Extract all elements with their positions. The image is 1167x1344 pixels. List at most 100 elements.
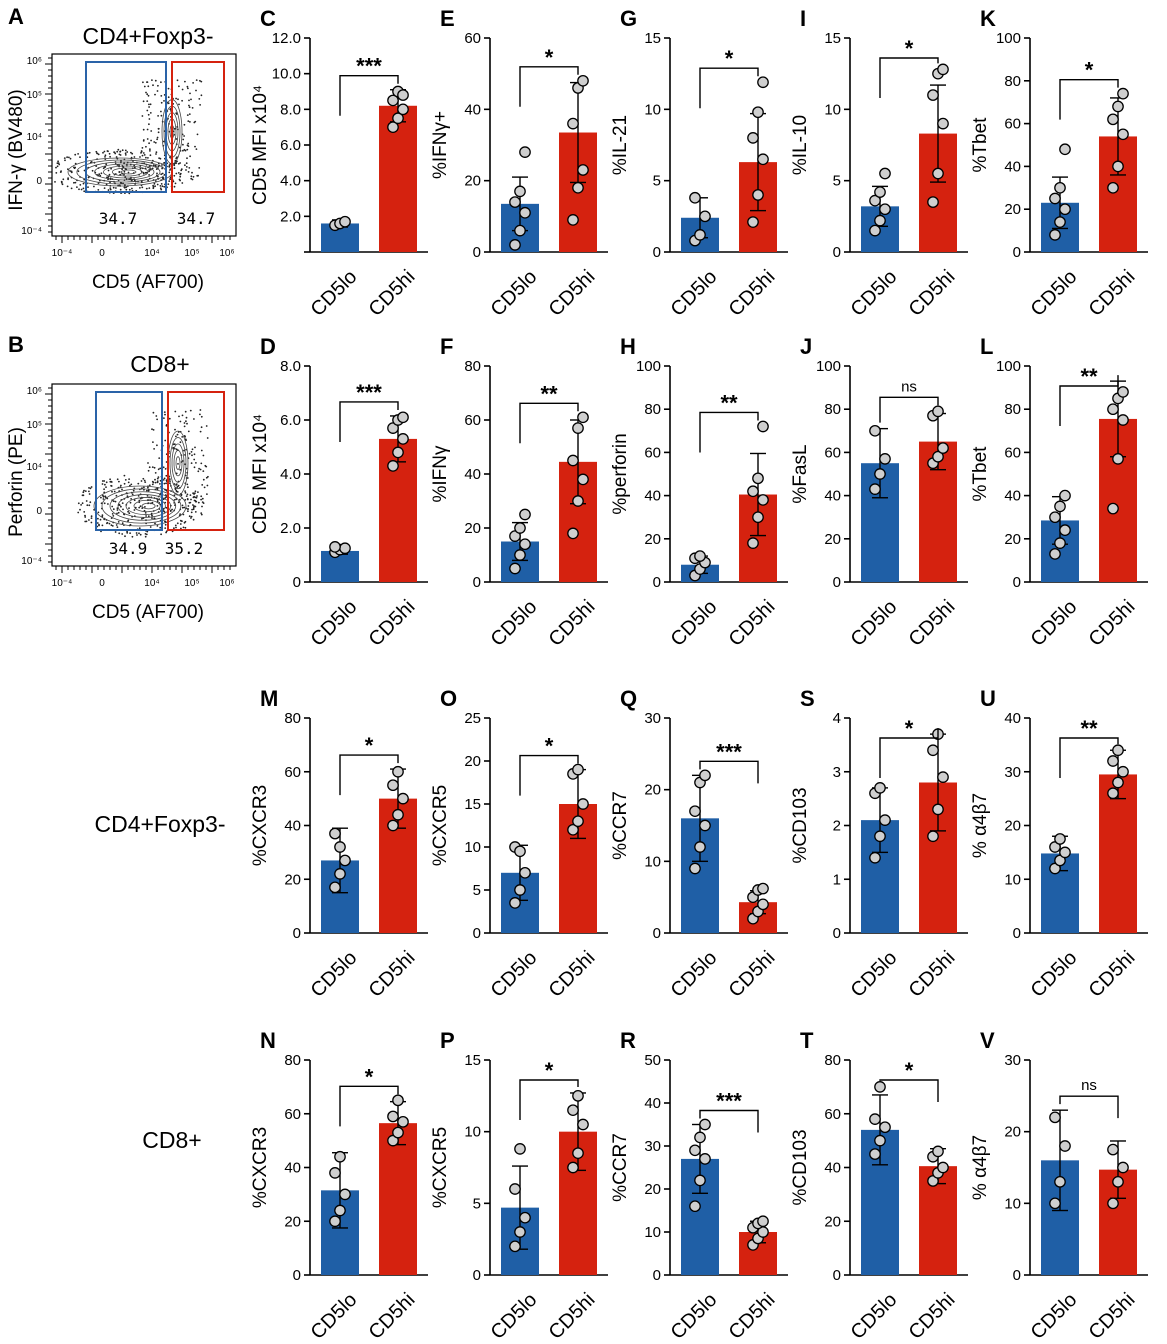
y-tick-label: 0 — [1013, 925, 1021, 942]
event-dot — [192, 82, 195, 84]
event-dot — [149, 148, 151, 151]
event-dot — [182, 143, 184, 146]
significance-label: ns — [901, 378, 917, 395]
data-point — [1054, 1175, 1066, 1188]
event-dot — [125, 186, 128, 189]
panel-label: K — [980, 6, 996, 31]
data-point — [879, 1121, 891, 1134]
category-label: CD5hi — [545, 266, 600, 321]
event-dot — [142, 128, 145, 131]
contour-line — [94, 163, 155, 181]
significance-label: ** — [1080, 364, 1098, 389]
event-dot — [179, 468, 182, 471]
event-dot — [191, 448, 194, 451]
event-dot — [133, 509, 136, 511]
category-label: CD5hi — [1085, 1289, 1140, 1344]
data-point — [689, 805, 701, 818]
bar-chart-t: T %CD103 0 20 40 60 80 CD5lo CD5hi * — [790, 1028, 968, 1344]
event-dot — [91, 169, 94, 172]
category-label: CD5lo — [1027, 1289, 1082, 1344]
significance-label: ns — [1081, 1077, 1097, 1094]
event-dot — [124, 176, 127, 179]
event-dot — [180, 494, 183, 497]
event-dot — [151, 428, 153, 431]
y-tick-label: 10 — [464, 839, 481, 856]
event-dot — [153, 182, 156, 185]
event-dot — [176, 486, 179, 488]
y-axis-label: %FasL — [790, 444, 811, 503]
event-dot — [194, 490, 197, 493]
event-dot — [186, 493, 189, 496]
event-dot — [106, 150, 109, 152]
event-dot — [77, 502, 80, 505]
y-tick-label: 80 — [824, 1052, 841, 1069]
y-tick-label: 60 — [284, 764, 301, 781]
event-dot — [194, 145, 196, 148]
event-dot — [149, 103, 152, 106]
event-dot — [145, 145, 147, 148]
event-dot — [184, 80, 186, 83]
event-dot — [111, 525, 114, 527]
data-point — [334, 1204, 346, 1217]
category-label: CD5hi — [725, 1289, 780, 1344]
event-dot — [143, 479, 146, 482]
event-dot — [66, 156, 68, 159]
event-dot — [147, 469, 150, 472]
event-dot — [194, 499, 197, 502]
event-dot — [152, 441, 154, 443]
event-dot — [195, 79, 198, 81]
y-tick-label: 40 — [644, 1095, 661, 1112]
event-dot — [194, 446, 196, 449]
contour-line — [141, 502, 156, 510]
event-dot — [192, 504, 194, 506]
bar-chart-d: D CD5 MFI x10⁴ 0 2.0 4.0 6.0 8.0 CD5lo CD5hi *** — [250, 334, 428, 651]
event-dot — [111, 505, 114, 508]
event-dot — [148, 123, 150, 126]
event-dot — [190, 451, 193, 453]
event-dot — [181, 436, 184, 438]
event-dot — [78, 188, 80, 191]
event-dot — [149, 168, 152, 171]
event-dot — [206, 484, 209, 487]
flow-y-label: IFN-γ (BV480) — [6, 89, 27, 210]
event-dot — [143, 154, 146, 156]
event-dot — [179, 498, 181, 501]
category-label: CD5hi — [725, 596, 780, 651]
category-label: CD5lo — [1027, 596, 1082, 651]
event-dot — [111, 513, 114, 515]
gate-hi-percent: 35.2 — [165, 539, 204, 558]
significance-bracket — [1059, 78, 1119, 120]
data-point — [879, 814, 891, 826]
event-dot — [200, 513, 203, 516]
category-label: CD5lo — [1027, 266, 1082, 321]
contour-line — [103, 165, 149, 179]
y-tick-label: 2 — [833, 818, 841, 835]
event-dot — [135, 532, 138, 534]
event-dot — [186, 114, 189, 116]
data-point — [1112, 744, 1124, 757]
y-tick-label: 100 — [816, 358, 841, 375]
data-point — [1107, 181, 1119, 194]
event-dot — [154, 93, 156, 96]
event-dot — [159, 467, 162, 470]
data-point — [514, 185, 526, 198]
event-dot — [117, 148, 120, 151]
data-point — [339, 854, 351, 867]
event-dot — [203, 486, 206, 489]
event-dot — [123, 173, 125, 176]
event-dot — [133, 499, 136, 502]
event-dot — [192, 518, 195, 521]
category-label: CD5lo — [307, 947, 362, 1002]
data-point — [514, 1226, 526, 1238]
significance-label: *** — [716, 739, 742, 764]
event-dot — [104, 156, 106, 158]
event-dot — [86, 504, 89, 507]
flow-x-ticks: 10⁻⁴ 0 10⁴ 10⁵ 10⁶ — [52, 566, 235, 589]
event-dot — [107, 503, 109, 505]
y-tick-label: 60 — [464, 412, 481, 429]
event-dot — [146, 93, 149, 96]
event-dot — [154, 522, 156, 525]
event-dot — [191, 454, 193, 457]
event-dot — [145, 91, 147, 94]
event-dot — [90, 486, 93, 488]
